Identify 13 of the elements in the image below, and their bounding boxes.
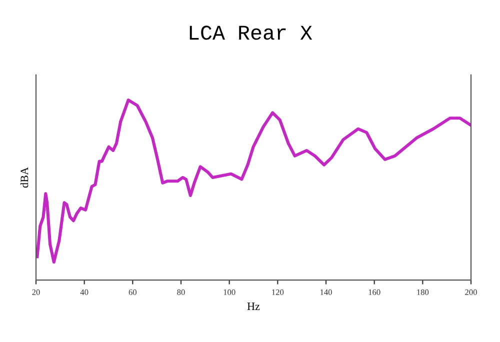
y-axis-title: dBA: [20, 167, 28, 188]
x-tick-label: 80: [177, 289, 185, 295]
x-tick-label: 120: [272, 289, 284, 295]
x-tick-label: 100: [224, 289, 236, 295]
x-axis-title: Hz: [247, 302, 260, 310]
x-tick-label: 40: [80, 289, 88, 295]
x-tick-label: 160: [368, 289, 380, 295]
x-tick-label: 140: [320, 289, 332, 295]
x-tick-label: 20: [32, 289, 40, 295]
x-tick-label: 200: [465, 289, 477, 295]
x-tick-label: 180: [417, 289, 429, 295]
chart-title: LCA Rear X: [190, 26, 312, 40]
x-tick-label: 60: [128, 289, 137, 295]
